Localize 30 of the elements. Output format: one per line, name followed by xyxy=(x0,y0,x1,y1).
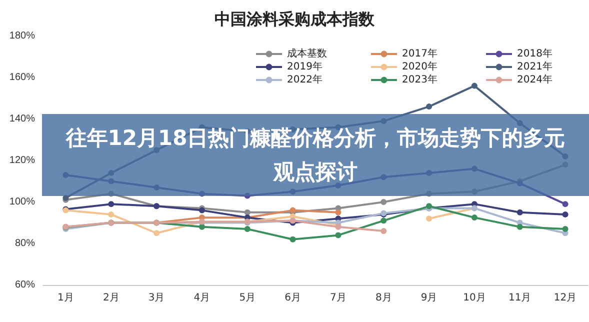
x-tick-label: 9月 xyxy=(420,292,438,304)
legend-label: 2023年 xyxy=(402,74,438,86)
x-tick-label: 11月 xyxy=(508,292,532,304)
y-tick-label: 120% xyxy=(9,155,36,166)
x-tick-label: 10月 xyxy=(463,292,486,304)
y-tick-label: 60% xyxy=(14,280,36,290)
legend-label: 2018年 xyxy=(517,48,552,60)
y-tick-label: 140% xyxy=(9,114,36,124)
x-tick-label: 1月 xyxy=(58,292,74,304)
x-tick-label: 7月 xyxy=(330,292,346,304)
legend-label: 2019年 xyxy=(287,60,322,72)
x-tick-label: 8月 xyxy=(375,292,392,304)
chart-title: 中国涂料采购成本指数 xyxy=(214,10,376,28)
x-tick-label: 12月 xyxy=(554,292,577,304)
banner: 往年12月18日热门糠醛价格分析，市场走势下的多元观点探讨 xyxy=(42,114,589,196)
y-tick-label: 80% xyxy=(14,238,36,249)
legend-label: 2017年 xyxy=(402,48,438,60)
x-tick-label: 2月 xyxy=(102,292,120,304)
legend-label: 成本基数 xyxy=(287,48,327,60)
legend-label: 2020年 xyxy=(402,60,438,72)
legend-label: 2022年 xyxy=(287,74,322,86)
y-tick-label: 180% xyxy=(9,30,36,42)
x-tick-label: 5月 xyxy=(239,292,256,304)
y-tick-label: 100% xyxy=(9,196,36,208)
y-tick-label: 160% xyxy=(9,72,36,83)
legend-label: 2021年 xyxy=(517,60,552,72)
legend-label: 2024年 xyxy=(517,74,552,86)
x-tick-label: 3月 xyxy=(148,292,165,304)
x-tick-label: 6月 xyxy=(284,292,301,304)
x-tick-label: 4月 xyxy=(194,292,210,304)
